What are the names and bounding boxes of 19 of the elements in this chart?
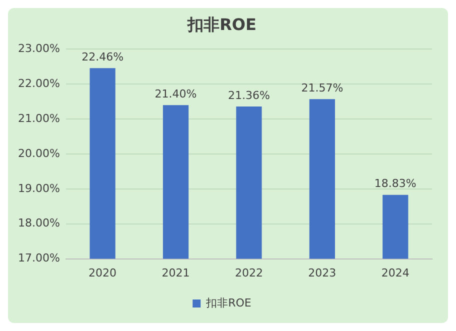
data-label: 21.40% — [154, 87, 197, 100]
y-tick-label: 21.00% — [18, 112, 60, 125]
data-label: 21.36% — [228, 88, 270, 102]
x-tick-label: 2020 — [88, 266, 117, 280]
y-tick-label: 19.00% — [18, 182, 60, 195]
x-tick-label: 2023 — [308, 266, 336, 280]
y-tick-label: 22.00% — [18, 76, 60, 90]
x-tick-label: 2024 — [381, 266, 410, 280]
x-tick-label: 2021 — [162, 266, 190, 280]
chart-title: 扣非ROE — [186, 14, 256, 34]
data-label: 18.83% — [374, 177, 416, 190]
data-label: 22.46% — [82, 50, 124, 64]
y-tick-label: 23.00% — [18, 42, 60, 56]
data-label: 21.57% — [301, 82, 344, 95]
legend-label: 扣非ROE — [205, 296, 252, 310]
y-tick-label: 18.00% — [18, 216, 60, 230]
y-tick-label: 20.00% — [18, 146, 60, 160]
x-tick-label: 2022 — [234, 266, 263, 280]
y-tick-label: 17.00% — [18, 252, 60, 265]
